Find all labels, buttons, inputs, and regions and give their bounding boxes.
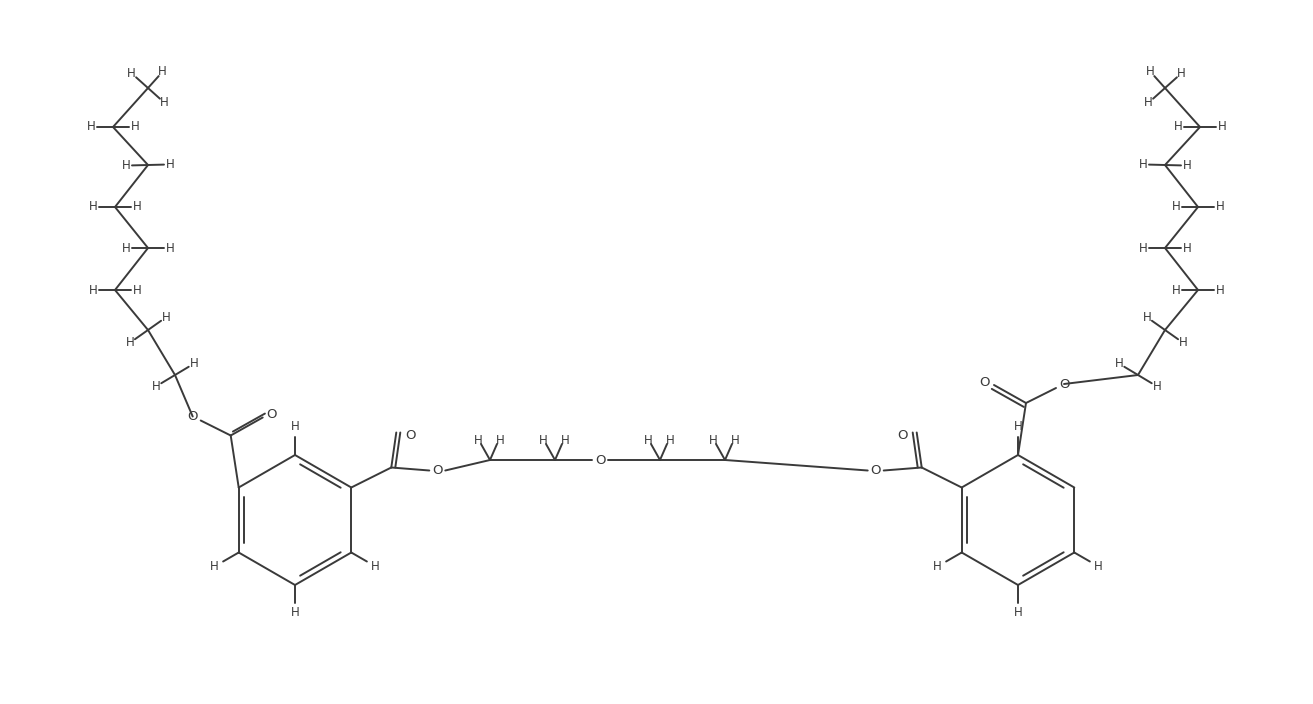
Text: O: O: [979, 375, 990, 389]
Text: H: H: [152, 380, 160, 393]
Text: H: H: [88, 284, 97, 296]
Text: O: O: [404, 429, 415, 442]
Text: H: H: [474, 434, 482, 446]
Text: H: H: [1142, 310, 1152, 324]
Text: H: H: [161, 310, 171, 324]
Text: H: H: [165, 241, 175, 255]
Text: H: H: [1014, 607, 1023, 620]
Text: H: H: [127, 67, 137, 80]
Text: H: H: [666, 434, 675, 446]
Text: O: O: [1058, 377, 1069, 391]
Text: H: H: [1014, 420, 1023, 434]
Text: H: H: [1171, 284, 1180, 296]
Text: H: H: [133, 201, 142, 213]
Text: H: H: [372, 560, 379, 573]
Text: H: H: [1176, 67, 1186, 80]
Text: H: H: [122, 241, 130, 255]
Text: H: H: [133, 284, 142, 296]
Text: H: H: [1144, 96, 1153, 109]
Text: H: H: [290, 607, 299, 620]
Text: H: H: [934, 560, 941, 573]
Text: H: H: [1174, 120, 1183, 134]
Text: O: O: [595, 453, 605, 467]
Text: H: H: [210, 560, 219, 573]
Text: H: H: [130, 120, 139, 134]
Text: H: H: [730, 434, 739, 446]
Text: H: H: [126, 337, 134, 349]
Text: O: O: [871, 464, 881, 477]
Text: H: H: [1183, 241, 1191, 255]
Text: H: H: [1153, 380, 1161, 393]
Text: H: H: [159, 65, 167, 78]
Text: H: H: [561, 434, 570, 446]
Text: H: H: [87, 120, 96, 134]
Text: H: H: [1216, 201, 1225, 213]
Text: H: H: [189, 357, 198, 370]
Text: H: H: [1183, 159, 1191, 172]
Text: H: H: [1216, 284, 1225, 296]
Text: O: O: [898, 429, 909, 442]
Text: O: O: [432, 464, 442, 477]
Text: H: H: [709, 434, 717, 446]
Text: H: H: [1146, 65, 1154, 78]
Text: H: H: [160, 96, 169, 109]
Text: H: H: [643, 434, 653, 446]
Text: H: H: [1138, 241, 1148, 255]
Text: H: H: [1138, 158, 1148, 171]
Text: H: H: [88, 201, 97, 213]
Text: O: O: [188, 410, 198, 423]
Text: H: H: [495, 434, 504, 446]
Text: H: H: [122, 159, 130, 172]
Text: O: O: [267, 408, 277, 421]
Text: H: H: [1171, 201, 1180, 213]
Text: H: H: [538, 434, 548, 446]
Text: H: H: [1217, 120, 1226, 134]
Text: H: H: [1179, 337, 1187, 349]
Text: H: H: [1115, 357, 1124, 370]
Text: H: H: [1094, 560, 1103, 573]
Text: H: H: [290, 420, 299, 434]
Text: H: H: [165, 158, 175, 171]
